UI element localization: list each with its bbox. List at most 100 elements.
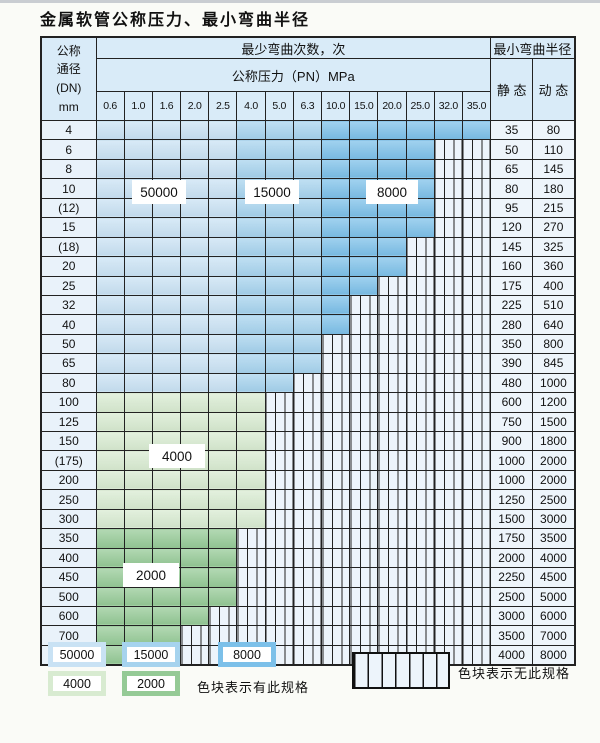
no-spec-cell <box>264 392 294 413</box>
static-radius-cell: 50 <box>490 139 534 160</box>
no-spec-cell <box>264 586 294 607</box>
spec-cell <box>264 314 294 335</box>
spec-cell <box>208 353 238 374</box>
table-row: 4 35 80 <box>40 119 576 141</box>
dn-cell: 600 <box>40 605 97 627</box>
no-spec-cell <box>320 605 351 627</box>
spec-cell <box>236 236 266 258</box>
pressure-tick: 0.6 <box>95 91 125 121</box>
spec-cell <box>461 119 492 141</box>
no-spec-cell <box>405 294 435 316</box>
dn-cell: 40 <box>40 314 97 335</box>
dn-cell: 8 <box>40 158 97 180</box>
spec-cell <box>236 450 266 471</box>
spec-cell <box>320 314 351 335</box>
no-spec-cell <box>433 567 463 588</box>
spec-cell <box>236 333 266 355</box>
dn-cell: 125 <box>40 411 97 433</box>
no-spec-cell <box>236 547 266 569</box>
table-row: 10 80 180 <box>40 178 576 199</box>
spec-cell <box>95 197 125 219</box>
no-spec-cell <box>377 411 407 433</box>
no-spec-cell <box>377 392 407 413</box>
spec-cell <box>208 333 238 355</box>
dynamic-radius-cell: 6000 <box>532 605 576 627</box>
spec-cell <box>292 333 323 355</box>
spec-cell <box>95 158 125 180</box>
spec-cell <box>292 158 323 180</box>
spec-cell <box>95 605 125 627</box>
dn-cell: 250 <box>40 489 97 510</box>
spec-cell <box>95 353 125 374</box>
dynamic-radius-cell: 3000 <box>532 508 576 530</box>
table-row: 8 65 145 <box>40 158 576 180</box>
no-spec-cell <box>405 586 435 607</box>
no-spec-cell <box>349 528 379 549</box>
no-spec-cell <box>236 605 266 627</box>
spec-cell <box>151 333 182 355</box>
spec-cell <box>377 119 407 141</box>
legend-swatch-4000: 4000 <box>48 671 106 696</box>
no-spec-cell <box>264 605 294 627</box>
legend-swatch-label: 15000 <box>133 647 169 662</box>
static-radius-cell: 750 <box>490 411 534 433</box>
spec-cell <box>180 139 210 160</box>
no-spec-cell <box>320 508 351 530</box>
dynamic-radius-cell: 640 <box>532 314 576 335</box>
static-radius-cell: 145 <box>490 236 534 258</box>
spec-cell <box>151 489 182 510</box>
no-spec-cell <box>292 372 323 394</box>
spec-cell <box>123 158 153 180</box>
spec-cell <box>151 508 182 530</box>
spec-cell <box>151 119 182 141</box>
no-spec-cell <box>349 392 379 413</box>
no-spec-cell <box>292 586 323 607</box>
spec-cell <box>95 256 125 277</box>
dn-header-line: 通径 <box>56 62 81 77</box>
spec-cell <box>123 392 153 413</box>
no-spec-cell <box>236 567 266 588</box>
spec-cell <box>236 430 266 452</box>
no-spec-cell <box>461 275 492 296</box>
spec-cell <box>292 236 323 258</box>
dynamic-radius-cell: 1800 <box>532 430 576 452</box>
dynamic-radius-cell: 8000 <box>532 644 576 666</box>
legend-no-spec-swatch <box>352 652 450 689</box>
dn-cell: 500 <box>40 586 97 607</box>
no-spec-cell <box>292 625 323 646</box>
spec-cell <box>95 217 125 238</box>
no-spec-cell <box>180 644 210 666</box>
static-radius-cell: 1000 <box>490 469 534 491</box>
table-row: 25 175 400 <box>40 275 576 296</box>
table-row: 400 2000 4000 <box>40 547 576 569</box>
no-spec-cell <box>264 625 294 646</box>
no-spec-cell <box>405 236 435 258</box>
spec-cell <box>95 567 125 588</box>
spec-cell <box>151 314 182 335</box>
spec-cell <box>320 294 351 316</box>
spec-cell <box>320 236 351 258</box>
no-spec-cell <box>349 508 379 530</box>
no-spec-cell <box>236 586 266 607</box>
dynamic-radius-cell: 845 <box>532 353 576 374</box>
table-row: 700 3500 7000 <box>40 625 576 646</box>
legend-swatch-label: 2000 <box>137 676 165 691</box>
spec-cell <box>95 139 125 160</box>
min-bend-radius-header: 最小弯曲半径 <box>490 36 576 59</box>
dn-cell: 700 <box>40 625 97 646</box>
no-spec-cell <box>349 586 379 607</box>
spec-cell <box>123 508 153 530</box>
spec-cell <box>208 528 238 549</box>
spec-cell <box>180 158 210 180</box>
spec-cell <box>123 294 153 316</box>
header-row-1: 公称 通径 (DN) mm 最少弯曲次数，次 最小弯曲半径 <box>40 36 576 121</box>
spec-cell <box>123 469 153 491</box>
spec-cell <box>95 430 125 452</box>
spec-cell <box>180 333 210 355</box>
dn-cell: 10 <box>40 178 97 199</box>
no-spec-cell <box>320 489 351 510</box>
pressure-tick: 1.6 <box>151 91 182 121</box>
spec-cell <box>123 372 153 394</box>
spec-cell <box>95 528 125 549</box>
spec-cell <box>208 430 238 452</box>
